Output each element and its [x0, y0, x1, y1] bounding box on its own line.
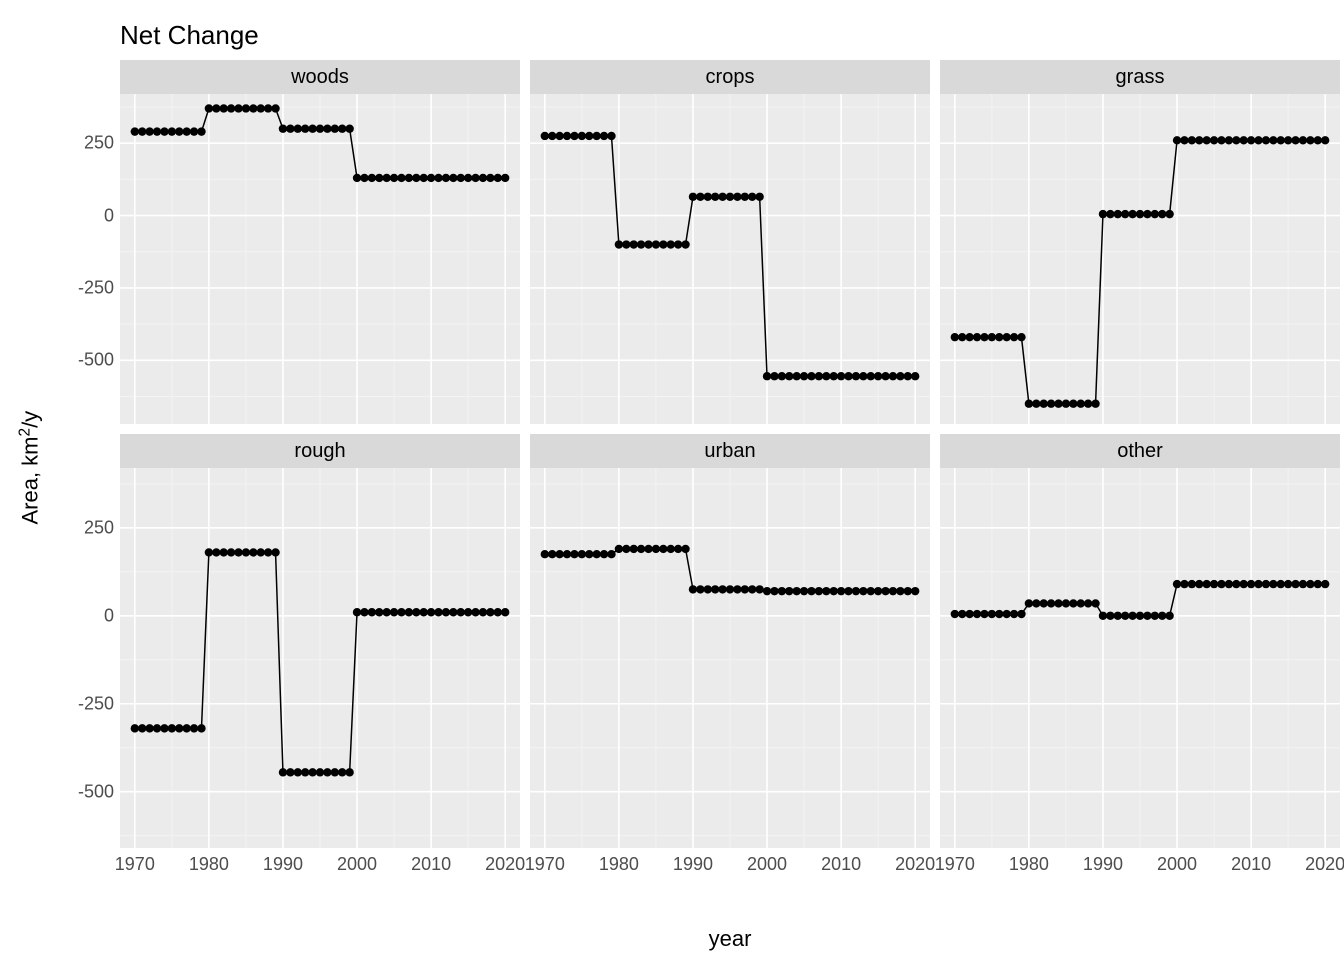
x-tick-label: 1970 [935, 854, 975, 875]
facet-grid: woods-500-2500250 crops grass rough-500-250… [120, 60, 1340, 848]
facet-panel-grass: grass [940, 60, 1340, 424]
x-tick-label: 1990 [263, 854, 303, 875]
x-tick-labels: 197019801990200020102020 [120, 854, 520, 878]
x-tick-label: 2010 [821, 854, 861, 875]
x-tick-label: 2000 [747, 854, 787, 875]
facet-strip-label: rough [294, 440, 345, 463]
facet-panel-woods: woods-500-2500250 [120, 60, 520, 424]
facet-strip: woods [120, 60, 520, 94]
y-tick-label: -250 [78, 693, 114, 714]
facet-strip: rough [120, 434, 520, 468]
facet-panel-urban: urban197019801990200020102020 [530, 434, 930, 848]
x-tick-label: 1970 [115, 854, 155, 875]
facet-strip: crops [530, 60, 930, 94]
y-tick-label: -250 [78, 277, 114, 298]
x-tick-label: 2010 [411, 854, 451, 875]
x-tick-label: 2000 [1157, 854, 1197, 875]
x-tick-labels: 197019801990200020102020 [940, 854, 1340, 878]
facet-strip-label: crops [706, 66, 755, 89]
plot-area [940, 94, 1340, 424]
facet-strip-label: urban [704, 440, 755, 463]
x-tick-label: 1990 [673, 854, 713, 875]
x-tick-label: 2020 [1305, 854, 1344, 875]
plot-area [530, 94, 930, 424]
x-tick-label: 1980 [1009, 854, 1049, 875]
y-axis-label: Area, km2/y [16, 411, 43, 525]
facet-panel-other: other197019801990200020102020 [940, 434, 1340, 848]
x-tick-labels: 197019801990200020102020 [530, 854, 930, 878]
figure: Net Change Area, km2/y year woods-500-25… [0, 0, 1344, 960]
x-tick-label: 1990 [1083, 854, 1123, 875]
y-tick-label: 250 [84, 133, 114, 154]
facet-strip-label: grass [1116, 66, 1165, 89]
x-tick-label: 1980 [189, 854, 229, 875]
y-tick-label: 0 [104, 205, 114, 226]
y-tick-label: -500 [78, 781, 114, 802]
x-tick-label: 1970 [525, 854, 565, 875]
facet-panel-rough: rough-500-250025019701980199020002010202… [120, 434, 520, 848]
y-tick-label: 250 [84, 517, 114, 538]
x-tick-label: 2000 [337, 854, 377, 875]
plot-area [120, 94, 520, 424]
facet-panel-crops: crops [530, 60, 930, 424]
plot-area [530, 468, 930, 848]
x-tick-label: 2020 [895, 854, 935, 875]
y-tick-label: -500 [78, 350, 114, 371]
facet-strip: urban [530, 434, 930, 468]
x-tick-label: 1980 [599, 854, 639, 875]
facet-strip-label: woods [291, 66, 349, 89]
facet-strip: other [940, 434, 1340, 468]
x-tick-label: 2010 [1231, 854, 1271, 875]
x-axis-label: year [709, 926, 752, 952]
plot-area [120, 468, 520, 848]
x-tick-label: 2020 [485, 854, 525, 875]
facet-strip: grass [940, 60, 1340, 94]
plot-title: Net Change [120, 20, 259, 51]
facet-strip-label: other [1117, 440, 1163, 463]
plot-area [940, 468, 1340, 848]
y-tick-label: 0 [104, 605, 114, 626]
